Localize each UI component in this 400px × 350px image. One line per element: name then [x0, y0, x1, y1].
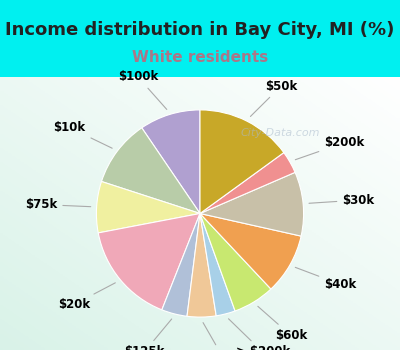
- Wedge shape: [102, 128, 200, 214]
- Wedge shape: [98, 214, 200, 310]
- Wedge shape: [200, 172, 304, 236]
- Text: $125k: $125k: [124, 319, 172, 350]
- Wedge shape: [200, 214, 301, 289]
- Text: $75k: $75k: [25, 198, 91, 211]
- Wedge shape: [142, 110, 200, 214]
- Text: $60k: $60k: [258, 306, 307, 342]
- Text: $40k: $40k: [295, 267, 356, 291]
- Text: $20k: $20k: [58, 283, 115, 311]
- Wedge shape: [162, 214, 200, 316]
- Text: $50k: $50k: [250, 79, 297, 117]
- Text: Income distribution in Bay City, MI (%): Income distribution in Bay City, MI (%): [5, 21, 395, 39]
- Wedge shape: [96, 182, 200, 233]
- Wedge shape: [200, 214, 271, 311]
- Wedge shape: [200, 214, 235, 316]
- Text: White residents: White residents: [132, 50, 268, 65]
- Text: > $200k: > $200k: [228, 319, 290, 350]
- Text: City-Data.com: City-Data.com: [240, 128, 320, 138]
- Text: $10k: $10k: [54, 121, 112, 148]
- Text: $200k: $200k: [295, 136, 364, 160]
- Text: $150k: $150k: [202, 323, 243, 350]
- Wedge shape: [200, 110, 284, 214]
- Wedge shape: [200, 153, 295, 214]
- Wedge shape: [187, 214, 216, 317]
- Text: $100k: $100k: [118, 70, 167, 110]
- Text: $30k: $30k: [309, 194, 374, 206]
